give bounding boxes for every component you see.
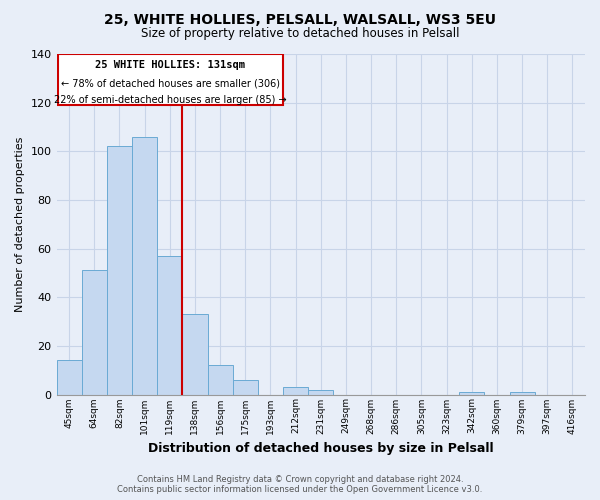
Bar [107, 146, 132, 394]
Bar [157, 256, 182, 394]
Bar [459, 392, 484, 394]
Bar [182, 314, 208, 394]
Bar [132, 136, 157, 394]
Text: 25 WHITE HOLLIES: 131sqm: 25 WHITE HOLLIES: 131sqm [95, 60, 245, 70]
Text: 25, WHITE HOLLIES, PELSALL, WALSALL, WS3 5EU: 25, WHITE HOLLIES, PELSALL, WALSALL, WS3… [104, 12, 496, 26]
Y-axis label: Number of detached properties: Number of detached properties [15, 136, 25, 312]
Bar [82, 270, 107, 394]
Bar [233, 380, 258, 394]
X-axis label: Distribution of detached houses by size in Pelsall: Distribution of detached houses by size … [148, 442, 494, 455]
Bar [208, 366, 233, 394]
Text: ← 78% of detached houses are smaller (306): ← 78% of detached houses are smaller (30… [61, 78, 280, 88]
Bar [308, 390, 334, 394]
Bar [56, 360, 82, 394]
Bar [509, 392, 535, 394]
Text: Size of property relative to detached houses in Pelsall: Size of property relative to detached ho… [141, 28, 459, 40]
Text: Contains HM Land Registry data © Crown copyright and database right 2024.
Contai: Contains HM Land Registry data © Crown c… [118, 474, 482, 494]
Bar [283, 387, 308, 394]
Bar [58, 54, 283, 105]
Text: 22% of semi-detached houses are larger (85) →: 22% of semi-detached houses are larger (… [54, 96, 287, 106]
